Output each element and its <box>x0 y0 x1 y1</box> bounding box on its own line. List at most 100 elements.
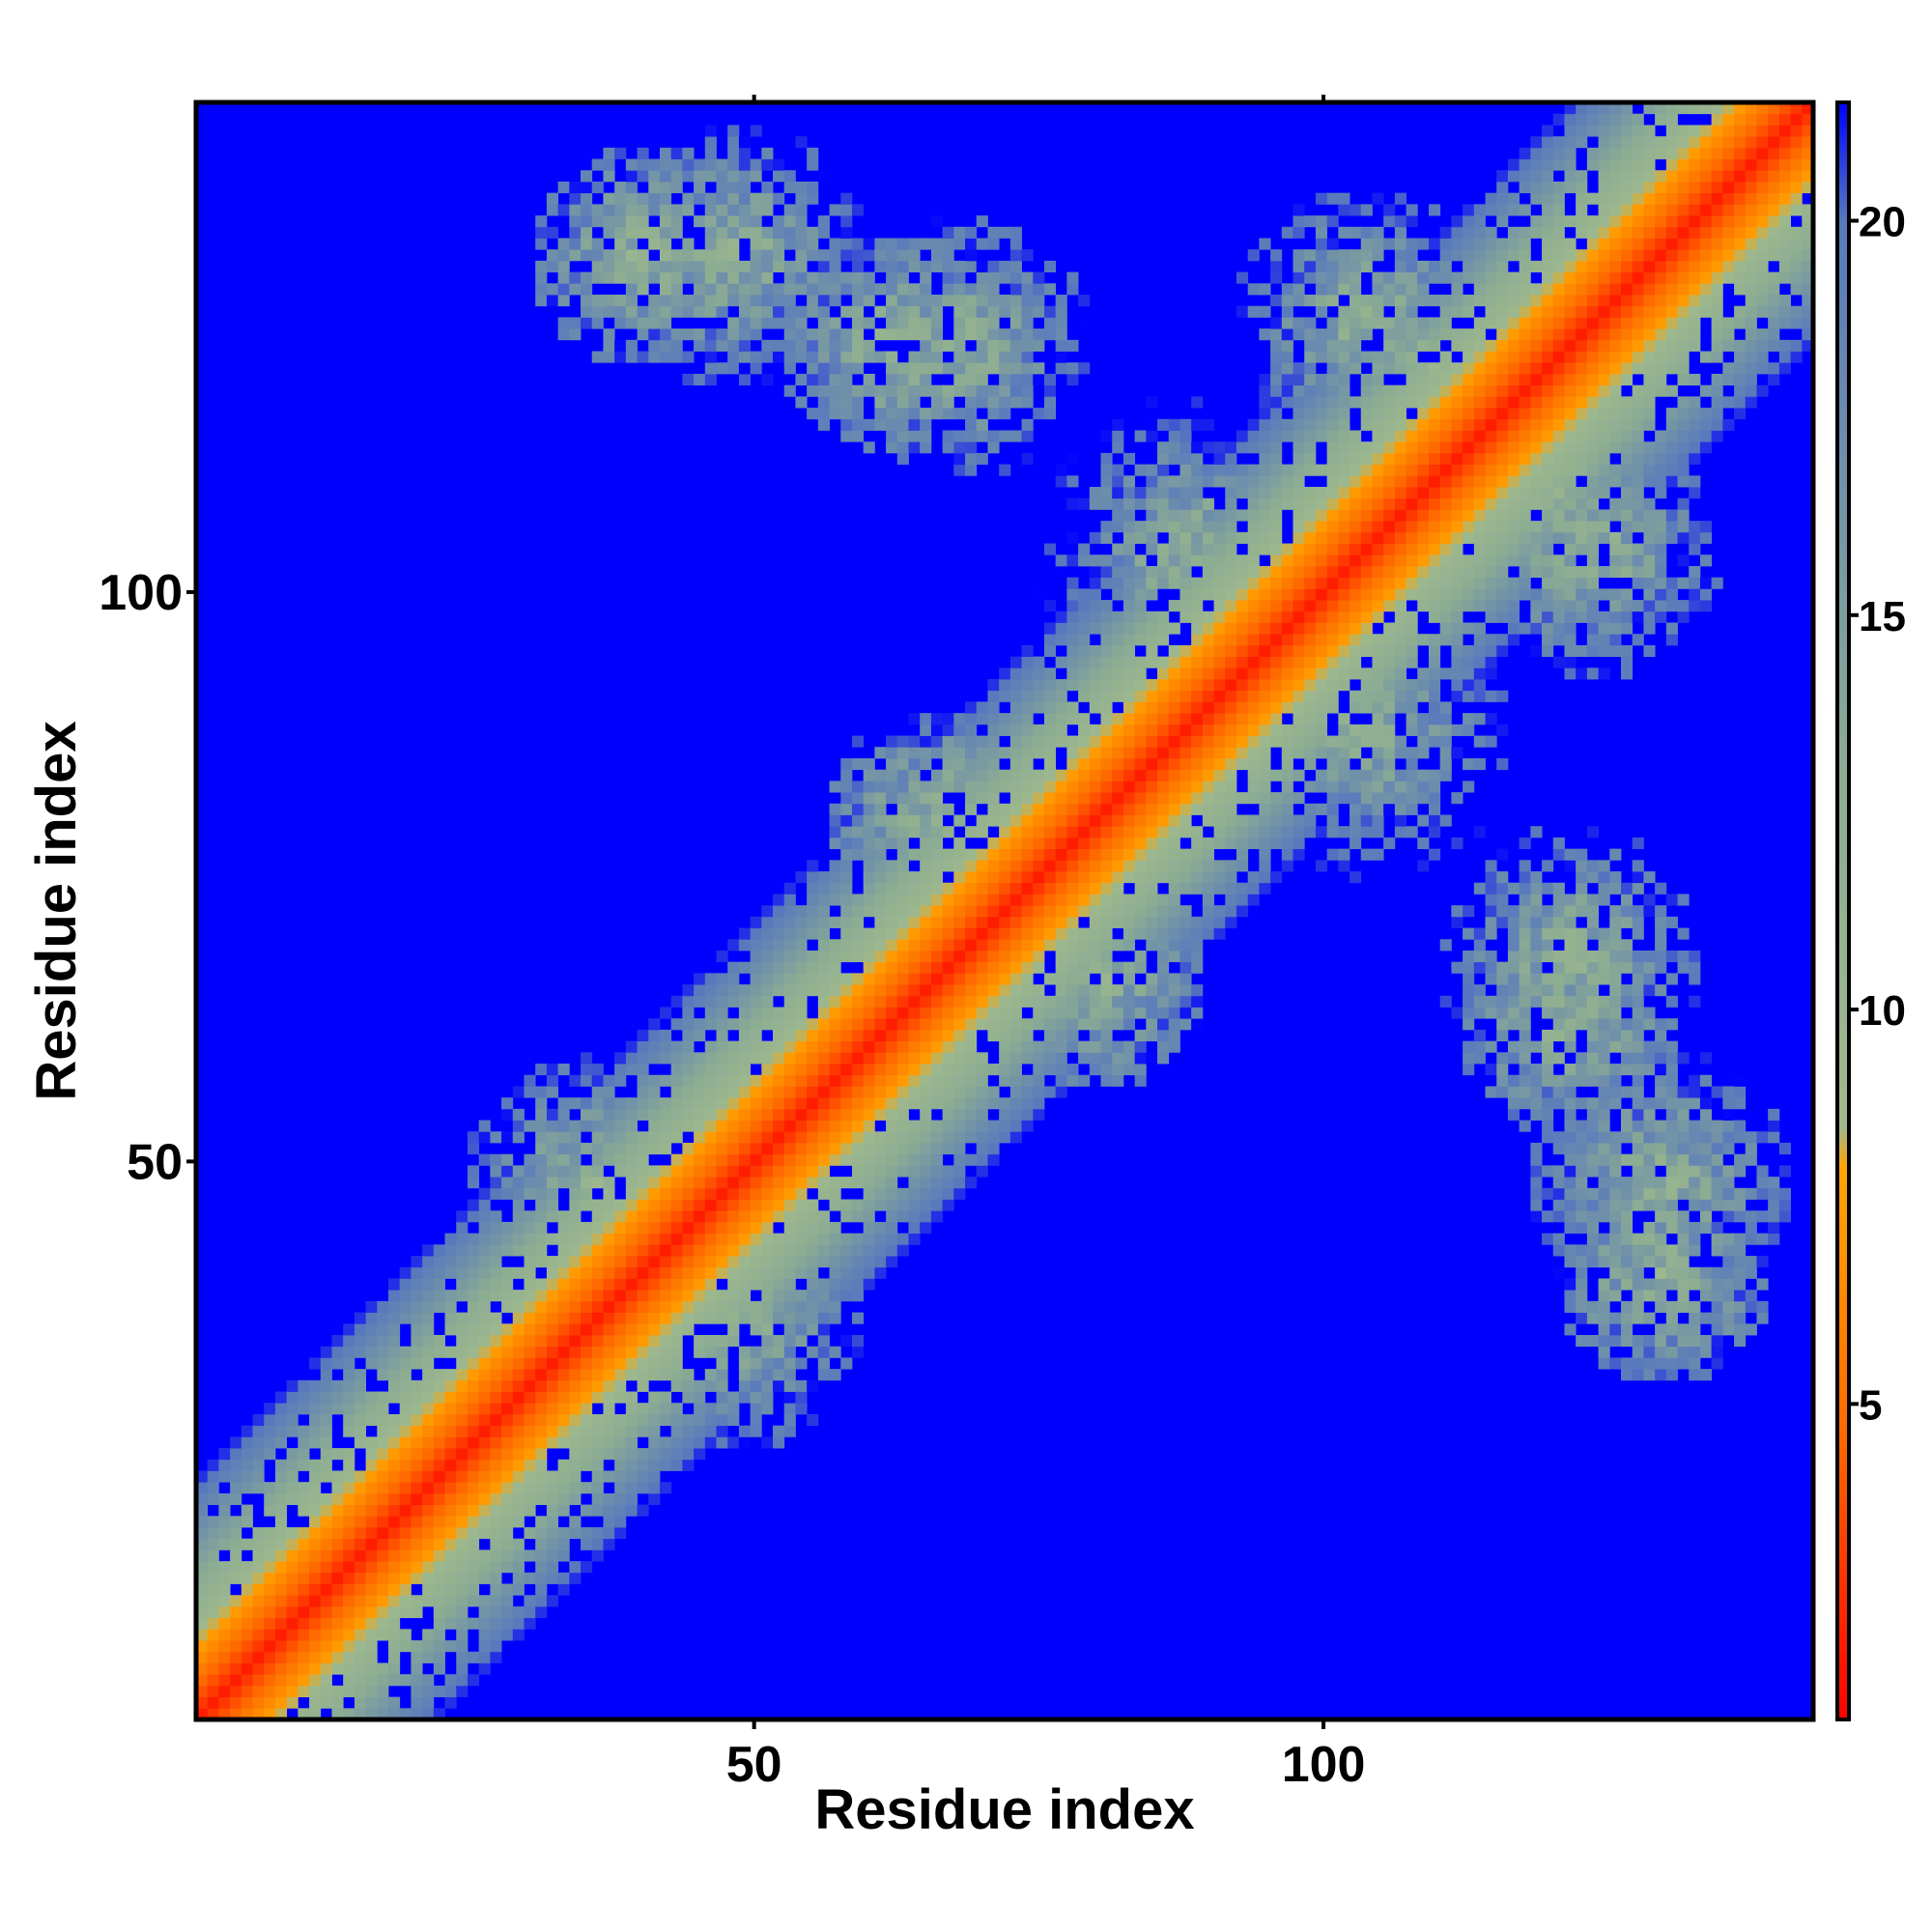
heatmap-cell <box>738 1436 752 1449</box>
heatmap-cell <box>1270 690 1283 702</box>
heatmap-cell <box>648 1244 661 1257</box>
heatmap-cell <box>1021 283 1034 296</box>
heatmap-cell <box>795 271 808 284</box>
heatmap-cell <box>1315 408 1328 420</box>
heatmap-cell <box>603 1436 615 1449</box>
heatmap-cell <box>807 351 819 363</box>
heatmap-cell <box>1179 521 1192 533</box>
heatmap-cell <box>1270 814 1283 827</box>
heatmap-cell <box>637 1165 649 1178</box>
heatmap-cell <box>694 1256 706 1268</box>
heatmap-cell <box>581 1357 593 1370</box>
heatmap-cell <box>1066 792 1079 805</box>
heatmap-cell <box>433 1617 445 1630</box>
heatmap-cell <box>614 1064 627 1076</box>
heatmap-cell <box>930 1199 944 1211</box>
heatmap-cell <box>942 441 954 454</box>
heatmap-cell <box>807 1018 819 1031</box>
heatmap-cell <box>976 916 988 928</box>
heatmap-cell <box>874 927 887 940</box>
heatmap-cell <box>795 351 808 363</box>
heatmap-cell <box>1100 792 1113 805</box>
heatmap-cell <box>1043 1018 1057 1031</box>
heatmap-cell <box>1055 295 1067 307</box>
heatmap-cell <box>218 1696 231 1709</box>
heatmap-cell <box>1372 724 1384 736</box>
heatmap-cell <box>704 1369 717 1381</box>
heatmap-cell <box>1112 611 1124 623</box>
heatmap-cell <box>817 1312 830 1324</box>
heatmap-cell <box>603 1504 615 1517</box>
heatmap-cell <box>851 249 865 262</box>
heatmap-cell <box>1066 339 1079 352</box>
heatmap-cell <box>569 1153 582 1166</box>
heatmap-cell <box>750 1278 762 1291</box>
heatmap-cell <box>1315 543 1328 555</box>
heatmap-cell <box>863 950 875 963</box>
heatmap-cell <box>1236 464 1249 476</box>
heatmap-cell <box>1179 814 1192 827</box>
heatmap-cell <box>1043 543 1057 555</box>
heatmap-cell <box>422 1629 435 1641</box>
heatmap-cell <box>795 961 808 974</box>
heatmap-cell <box>603 1131 615 1144</box>
heatmap-cell <box>1122 803 1136 815</box>
heatmap-cell <box>1372 611 1384 623</box>
heatmap-cell <box>591 1199 604 1211</box>
heatmap-cell <box>591 1312 604 1324</box>
heatmap-cell <box>1213 464 1226 476</box>
heatmap-cell <box>1247 305 1260 318</box>
heatmap-cell <box>783 1221 796 1235</box>
heatmap-cell <box>207 1470 219 1483</box>
heatmap-cell <box>1043 408 1057 420</box>
heatmap-cell <box>1168 713 1180 725</box>
heatmap-cell <box>637 1312 649 1324</box>
heatmap-cell <box>433 1278 445 1291</box>
heatmap-cell <box>1157 487 1170 499</box>
heatmap-cell <box>241 1708 253 1720</box>
heatmap-cell <box>886 1108 898 1121</box>
heatmap-cell <box>874 848 887 861</box>
heatmap-cell <box>1134 905 1147 918</box>
heatmap-cell <box>1100 430 1113 442</box>
heatmap-cell <box>682 1369 695 1381</box>
heatmap-cell <box>795 1052 808 1065</box>
heatmap-cell <box>874 396 887 409</box>
heatmap-cell <box>343 1708 355 1720</box>
heatmap-cell <box>851 1029 865 1042</box>
heatmap-cell <box>1202 781 1214 793</box>
heatmap-cell <box>1134 950 1147 963</box>
heatmap-cell <box>704 1052 717 1065</box>
heatmap-cell <box>886 1086 898 1098</box>
heatmap-cell <box>1146 803 1158 815</box>
heatmap-cell <box>1168 871 1180 884</box>
heatmap-cell <box>399 1504 412 1517</box>
heatmap-cell <box>1146 939 1158 952</box>
heatmap-cell <box>1225 487 1237 499</box>
heatmap-cell <box>1146 634 1158 646</box>
heatmap-cell <box>433 1504 445 1517</box>
heatmap-cell <box>1372 644 1384 658</box>
heatmap-cell <box>1122 724 1136 736</box>
heatmap-cell <box>1281 226 1293 239</box>
heatmap-cell <box>241 1436 253 1449</box>
heatmap-cell <box>761 1221 774 1235</box>
heatmap-cell <box>1315 249 1328 262</box>
heatmap-cell <box>1112 634 1124 646</box>
heatmap-cell <box>1372 757 1384 771</box>
heatmap-cell <box>886 249 898 262</box>
heatmap-cell <box>920 362 932 375</box>
heatmap-cell <box>953 747 966 759</box>
heatmap-cell <box>1122 497 1136 510</box>
heatmap-cell <box>965 305 978 318</box>
heatmap-cell <box>614 1266 627 1279</box>
heatmap-cell <box>795 1233 808 1245</box>
heatmap-cell <box>750 351 762 363</box>
heatmap-cell <box>896 1244 909 1257</box>
heatmap-cell <box>637 1142 649 1155</box>
heatmap-cell <box>569 1177 582 1189</box>
heatmap-cell <box>1009 837 1022 850</box>
heatmap-cell <box>1168 792 1180 805</box>
heatmap-cell <box>1350 204 1362 216</box>
heatmap-cell <box>930 735 944 748</box>
